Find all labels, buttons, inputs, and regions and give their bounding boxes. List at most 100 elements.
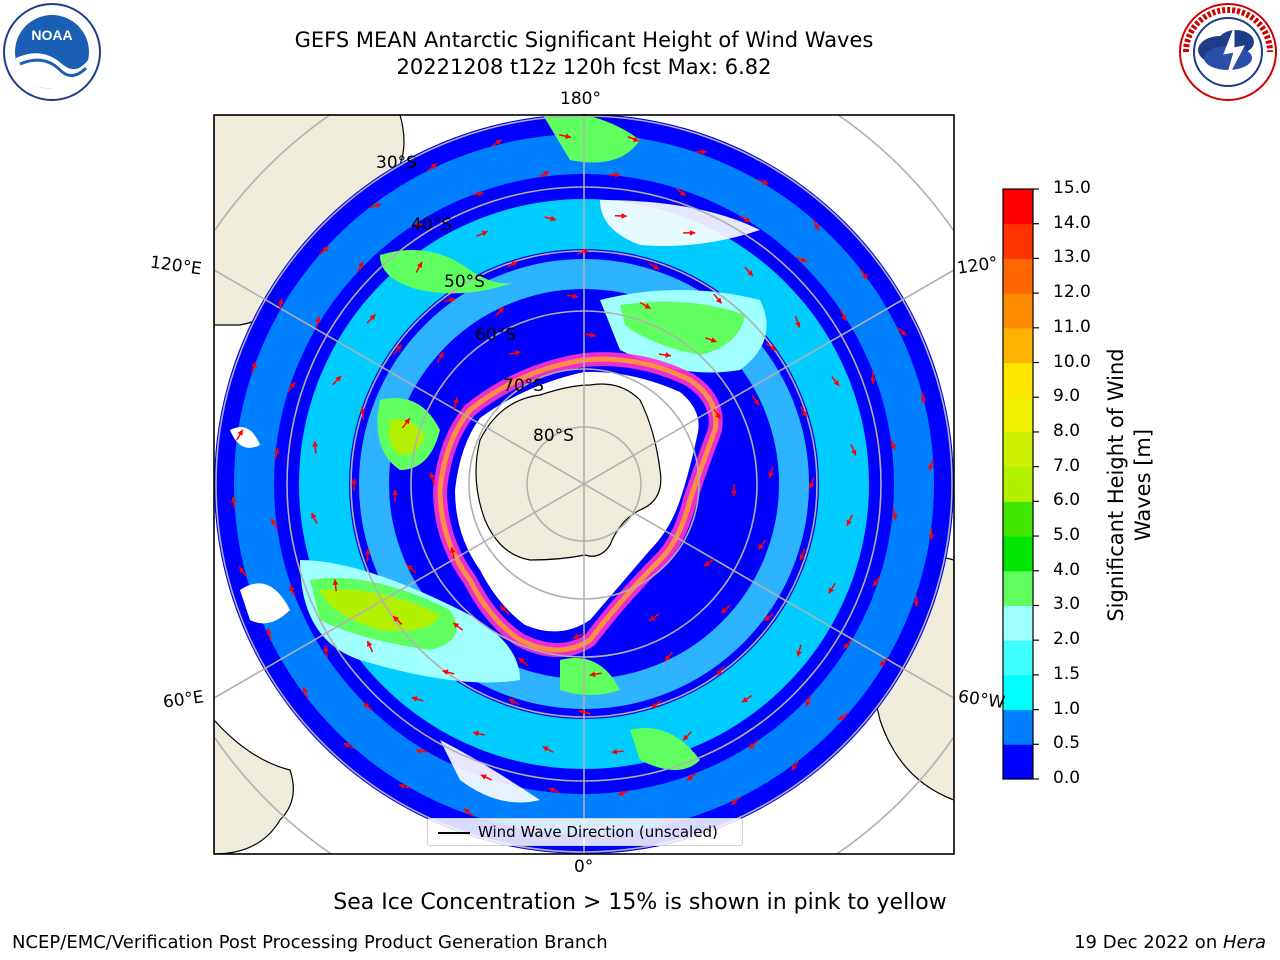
colorbar-segment [1003,189,1033,225]
land-antarctica [475,383,662,561]
footer-host: Hera [1222,932,1266,953]
colorbar-segment [1003,327,1033,364]
lat-label: 40°S [411,215,452,235]
wave-direction-arrowhead [543,171,550,177]
wave-direction-arrowhead [679,190,686,196]
wave-direction-arrowhead [665,352,671,358]
wave-direction-arrowhead [302,687,308,694]
wave-direction-arrowhead [683,734,689,741]
colorbar-frame [1002,188,1034,780]
wave-direction-arrowhead [870,378,876,384]
wave-direction-arrowhead [846,519,852,526]
wave-direction-arrowhead [548,787,555,793]
wave-direction-arrowhead [920,397,926,404]
wave-direction-arrowhead [508,698,515,704]
wave-direction-arrowhead [928,464,934,471]
wave-direction-arrowhead [813,224,819,231]
wave-direction-arrowhead [481,230,488,237]
wave-direction-arrowhead [438,351,444,358]
footer-date: 19 Dec 2022 on Hera [1074,932,1266,953]
wave-direction-arrowhead [664,655,671,662]
wave-direction-arrowhead [873,580,879,587]
wave-direction-arrowhead [770,344,777,351]
lat-label: 80°S [533,426,574,446]
wave-direction-arrowhead [715,297,722,304]
colorbar-tick-label: 13.0 [1053,247,1091,268]
wave-direction-arrowhead [913,601,920,607]
wave-direction-arrowhead [621,213,627,219]
wave-direction-arrowhead [477,190,484,197]
wave-direction-arrowhead [406,564,413,571]
footer-producer: NCEP/EMC/Verification Post Processing Pr… [12,932,608,953]
colorbar-tick-label: 7.0 [1053,455,1081,476]
wave-direction-arrowhead [396,344,402,351]
colorbar-segment [1003,674,1033,711]
wave-direction-arrowhead [453,622,460,629]
colorbar-label: Significant Height of Wind Waves [m] [1103,285,1157,685]
colorbar-tick-label: 11.0 [1053,316,1091,337]
graticule [214,115,954,854]
wave-direction-arrowhead [550,215,557,222]
sea-ice-note: Sea Ice Concentration > 15% is shown in … [333,890,947,915]
wave-direction-arrowhead [753,399,759,406]
wave-direction-arrowhead [768,472,774,478]
wave-direction-arrowhead [861,273,868,280]
wave-direction-arrowhead [495,139,502,146]
colorbar-tick-label: 6.0 [1053,490,1081,511]
lat-label: 30°S [376,153,417,173]
wave-direction-arrowhead [799,553,805,560]
wave-direction-arrowhead [800,257,807,263]
noaa-text: NOAA [31,27,72,43]
wave-direction-arrowhead [651,702,658,708]
wave-direction-arrowhead [578,709,585,715]
wave-direction-arrowhead [731,490,737,496]
chart-title: GEFS MEAN Antarctic Significant Height o… [294,28,874,52]
colorbar-tick-label: 12.0 [1053,282,1091,303]
wave-direction-arrowhead [511,261,518,267]
colorbar-segment [1003,258,1033,294]
wind-wave-arrows [230,133,935,840]
lon-label-0: 0° [574,857,594,877]
wave-direction-arrowhead [266,628,272,635]
wave-direction-arrowhead [851,449,857,456]
wave-direction-arrowhead [363,702,370,709]
lat-label: 50°S [444,272,485,292]
wave-direction-arrowhead [890,444,896,451]
wave-direction-arrowhead [480,774,487,780]
antarctica [432,352,723,657]
wave-direction-arrowhead [590,332,596,338]
wave-direction-arrowhead [431,163,437,170]
wave-direction-arrowhead [731,799,737,805]
wave-direction-arrowhead [429,472,435,479]
colorbar-label-line1: Significant Height of Wind [1104,348,1128,622]
wave-direction-arrowhead [715,413,721,420]
noaa-logo: NOAA [2,2,102,106]
wave-direction-arrowhead [565,133,571,140]
wave-direction-arrowhead [411,696,418,702]
colorbar-segment [1003,709,1033,745]
wave-direction-arrowhead [343,742,350,749]
wave-direction-arrowhead [572,633,579,640]
latitude-labels: 30°S 40°S 50°S 60°S 70°S 80°S [376,153,574,446]
wave-direction-arrowhead [795,321,801,328]
wave-direction-arrowhead [315,316,321,323]
colorbar-tick-label: 14.0 [1053,212,1091,233]
map-frame [213,114,955,855]
wave-direction-arrowhead [375,202,381,209]
wave-direction-arrowhead [589,671,596,678]
wave-direction-arrowhead [463,808,470,815]
wave-direction-arrowhead [498,307,504,314]
colorbar-label-line2: Waves [m] [1131,428,1155,542]
colorbar-segment [1003,431,1033,468]
wave-direction-arrowhead [805,700,811,707]
colorbar-tick-label: 1.5 [1053,663,1081,684]
colorbar-segment [1003,362,1033,398]
wave-direction-arrowhead [364,549,371,555]
colorbar-segment [1003,223,1033,259]
wave-direction-arrowhead [742,697,748,703]
wave-direction-arrowhead [473,730,479,737]
colorbar-segment [1003,744,1033,780]
colorbar-segment [1003,536,1033,572]
wave-direction-arrowhead [808,482,815,489]
wave-direction-arrowhead [649,615,656,621]
